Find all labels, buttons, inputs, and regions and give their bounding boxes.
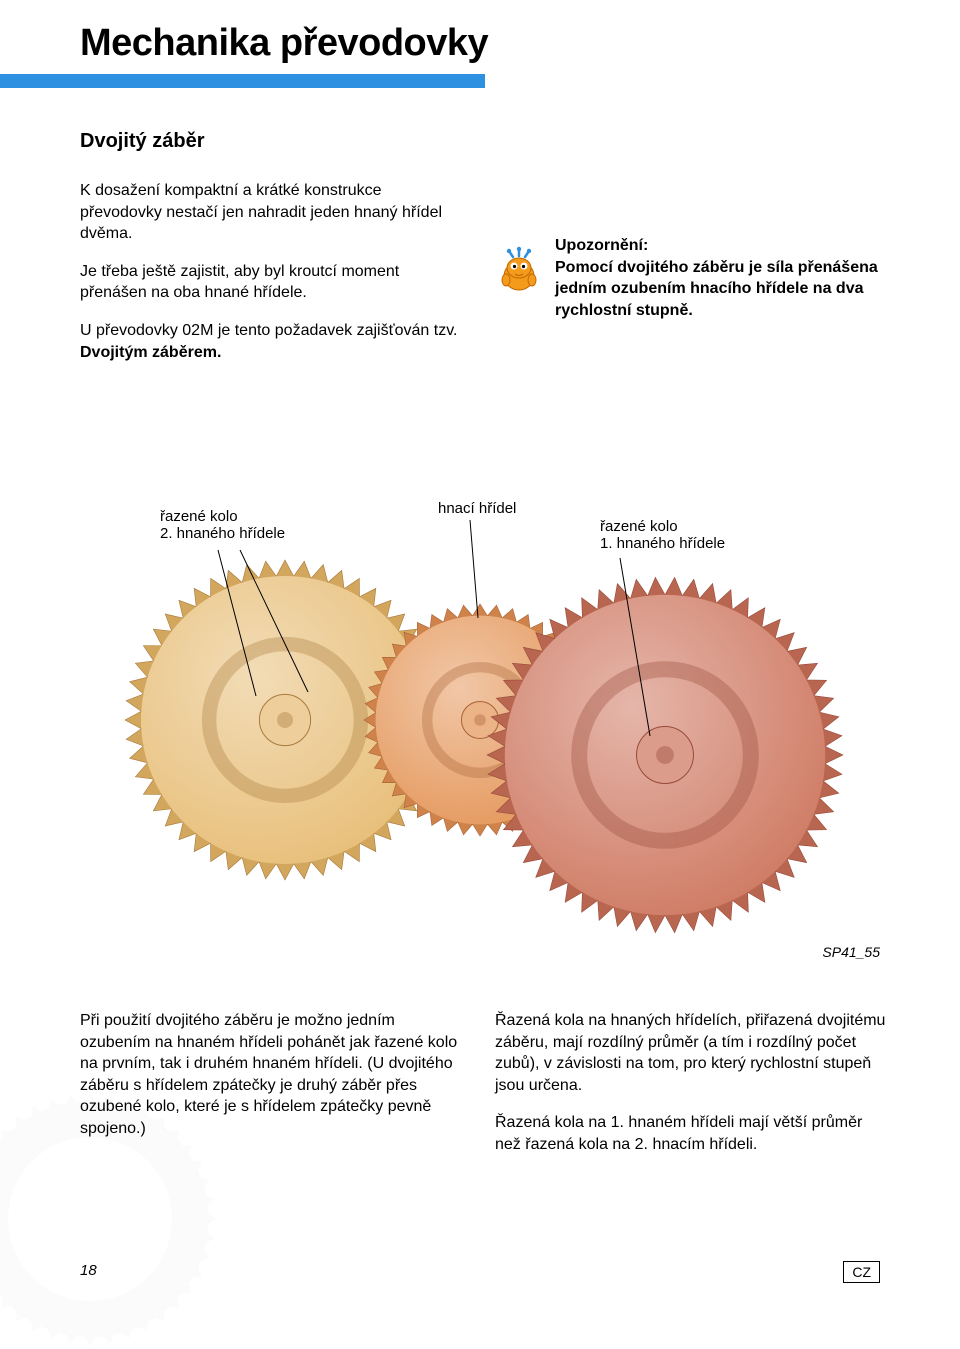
page-subtitle: Dvojitý záběr	[80, 130, 204, 153]
label-gear-left: řazené kolo 2. hnaného hřídele	[160, 508, 285, 542]
intro-p3-plain: U převodovky 02M je tento požadavek zaji…	[80, 322, 457, 339]
label-gear-right: řazené kolo 1. hnaného hřídele	[600, 518, 725, 552]
lower-right-p1: Řazená kola na hnaných hřídelích, přiřaz…	[495, 1010, 890, 1096]
lower-right-column: Řazená kola na hnaných hřídelích, přiřaz…	[495, 1010, 890, 1172]
note-column: Upozornění: Pomocí dvojitého záběru je s…	[495, 235, 890, 321]
intro-column: K dosažení kompaktní a krátké konstrukce…	[80, 180, 460, 379]
label-gear-left-l1: řazené kolo	[160, 508, 285, 525]
note-body: Pomocí dvojitého záběru je síla přenášen…	[555, 259, 878, 319]
figure-code: SP41_55	[822, 944, 880, 960]
intro-p3-bold: Dvojitým záběrem.	[80, 344, 221, 361]
lower-right-p2: Řazená kola na 1. hnaném hřídeli mají vě…	[495, 1112, 890, 1155]
page-root: Mechanika převodovky Dvojitý záběr K dos…	[0, 0, 960, 1309]
title-underline	[0, 74, 485, 88]
title-bar: Mechanika převodovky	[0, 22, 960, 65]
gear-diagram: řazené kolo 2. hnaného hřídele hnací hří…	[80, 460, 880, 960]
language-badge: CZ	[843, 1261, 880, 1283]
lower-left-paragraph: Při použití dvojitého záběru je možno je…	[80, 1010, 460, 1140]
page-title: Mechanika převodovky	[80, 22, 960, 65]
note-block: Upozornění: Pomocí dvojitého záběru je s…	[555, 235, 890, 321]
page-number: 18	[80, 1262, 97, 1279]
label-gear-right-l1: řazené kolo	[600, 518, 725, 535]
label-gear-mid-text: hnací hřídel	[438, 500, 516, 517]
label-gear-left-l2: 2. hnaného hřídele	[160, 525, 285, 542]
label-gear-mid: hnací hřídel	[438, 500, 516, 517]
note-heading: Upozornění:	[555, 237, 648, 254]
intro-paragraph-2: Je třeba ještě zajistit, aby byl kroutcí…	[80, 261, 460, 304]
intro-paragraph-1: K dosažení kompaktní a krátké konstrukce…	[80, 180, 460, 245]
label-gear-right-l2: 1. hnaného hřídele	[600, 535, 725, 552]
intro-paragraph-3: U převodovky 02M je tento požadavek zaji…	[80, 320, 460, 363]
